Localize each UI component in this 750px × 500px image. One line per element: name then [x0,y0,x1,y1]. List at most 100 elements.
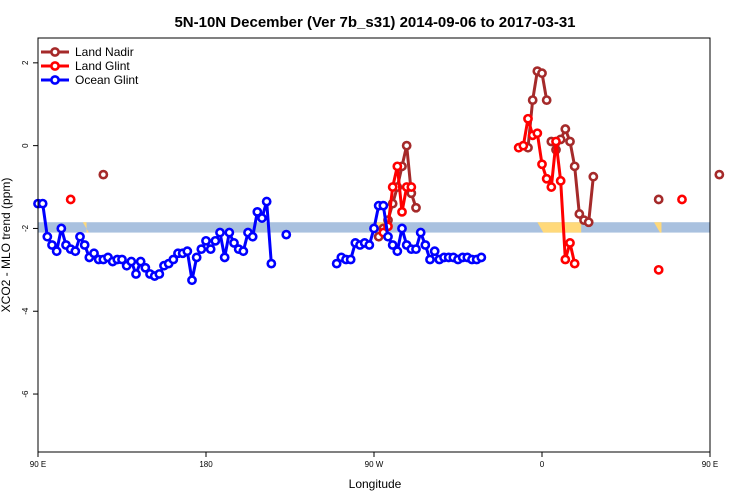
data-point [546,182,557,192]
data-point [42,231,53,242]
data-point [65,194,76,205]
data-point [383,231,393,242]
x-tick-label: 180 [199,460,213,469]
highlight-fill-3 [654,222,662,233]
x-tick-label: 90 E [30,460,46,469]
data-point [653,194,664,205]
legend-swatch-marker [50,61,60,71]
data-point [210,235,221,246]
data-point [523,113,533,124]
data-point [401,140,412,151]
data-point [252,206,263,217]
data-point [527,95,538,105]
data-point [205,244,216,255]
data-point [219,252,230,263]
data-point [560,254,571,265]
series-land-nadir [98,66,725,242]
data-point [191,252,202,263]
data-point [476,252,487,263]
series-ocean-glint [33,196,487,286]
data-point [677,194,687,205]
data-point [555,175,566,186]
highlight-fill-2 [82,222,89,233]
legend-label: Land Nadir [75,45,134,59]
data-point [369,223,379,234]
data-point [37,198,48,209]
data-point [75,231,85,242]
data-point [281,229,292,240]
x-axis: 90 E 180 90 W 0 90 E [30,452,718,469]
data-point [257,213,267,223]
data-point [653,264,664,275]
data-point [420,240,431,250]
data-point [397,223,407,234]
data-point [140,262,151,273]
data-point [714,169,725,180]
x-tick-label: 90 E [702,460,718,469]
data-point [588,171,599,182]
data-point [117,254,127,265]
data-point [565,136,575,147]
data-point [574,209,585,219]
y-axis: 2 0 -2 -4 -6 [21,60,38,398]
data-point [541,173,552,184]
data-point [47,240,57,250]
data-point [425,254,435,265]
x-axis-label: Longitude [349,477,402,491]
chart-title: 5N-10N December (Ver 7b_s31) 2014-09-06 … [174,14,575,31]
x-tick-label: 90 W [365,460,384,469]
data-point [378,200,389,211]
data-point [551,136,561,147]
data-point [518,140,529,151]
data-point [397,206,407,217]
data-point [560,124,571,134]
data-point [406,182,417,192]
data-point [537,68,547,79]
data-point [345,254,356,265]
data-point [364,240,375,250]
data-point [238,246,249,257]
series-land-glint [65,113,687,275]
data-point [411,244,421,255]
data-point [224,227,235,238]
data-point [154,269,165,279]
data-point [187,275,197,286]
legend-swatch-marker [50,75,60,85]
data-point [537,159,547,170]
x-tick-label: 0 [540,460,545,469]
data-point [266,258,277,269]
data-point [392,161,403,172]
y-tick-label: 2 [21,60,30,65]
data-point [387,240,398,250]
data-point [196,244,207,255]
data-point [387,182,398,192]
data-point [79,240,90,250]
y-axis-label: XCO2 - MLO trend (ppm) [0,178,13,313]
data-point [583,217,594,228]
data-point [569,258,580,269]
data-point [182,246,193,257]
data-point [215,227,225,238]
data-point [51,246,62,257]
data-point [565,238,575,248]
data-point [415,227,426,238]
data-point [261,196,272,207]
data-point [70,246,81,257]
data-point [126,256,137,267]
data-point [411,202,421,213]
legend-label: Land Glint [75,59,130,73]
data-point [56,223,67,234]
data-point [131,269,141,279]
data-point [569,161,580,172]
data-point [429,246,440,257]
data-point [392,246,403,257]
data-point [541,95,552,105]
data-point [331,258,342,269]
legend-label: Ocean Glint [75,73,139,87]
data-point [201,235,211,246]
y-tick-label: -2 [21,224,30,232]
data-point [168,254,179,265]
y-tick-label: -4 [21,307,30,315]
